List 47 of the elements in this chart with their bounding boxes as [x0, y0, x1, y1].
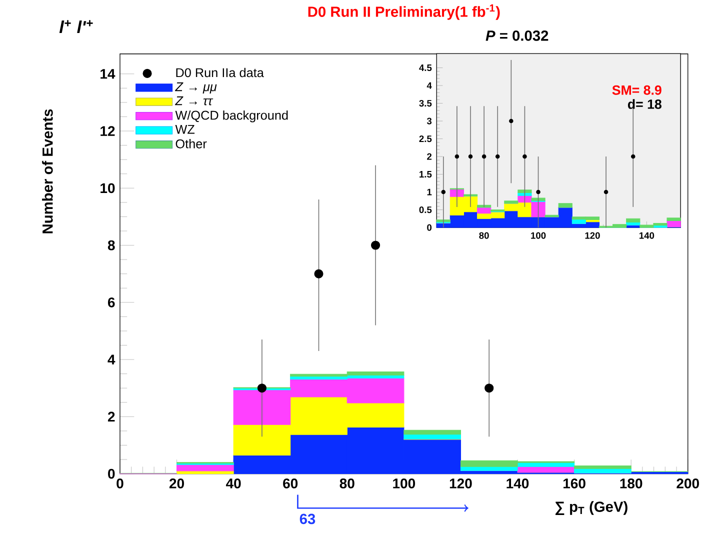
x-tick-label: 160	[564, 478, 586, 489]
x-tick-label: 100	[393, 478, 416, 489]
y-tick-label: 0	[108, 468, 115, 479]
text: 63	[300, 514, 316, 524]
x-tick-label: 0	[116, 478, 124, 489]
legend-label: Other	[176, 139, 207, 148]
y-tick-label: 14	[100, 69, 116, 79]
x-axis-title: ∑ p$_{T}$ (GeV)	[555, 501, 628, 516]
y-tick-label: 1	[427, 188, 432, 196]
annotation: d= 18	[628, 99, 662, 110]
y-tick-label: 12	[100, 126, 115, 136]
x-tick-label: 120	[585, 232, 600, 239]
text: l$^{+}$ l'$^{+}$	[59, 20, 93, 34]
legend-label: W/QCD background	[175, 110, 288, 122]
y-tick-label: 10	[100, 183, 115, 194]
y-tick-label: 3	[426, 118, 432, 124]
y-tick-label: 4.5	[419, 64, 432, 72]
y-tick-label: 2	[108, 412, 115, 422]
y-axis-title: Number of Events	[42, 109, 53, 234]
x-tick-label: 140	[506, 478, 529, 489]
x-tick-label: 20	[169, 478, 184, 489]
y-tick-label: 1.5	[420, 171, 432, 178]
legend-label: D0 Run IIa data	[176, 68, 264, 78]
x-tick-label: 120	[450, 478, 472, 489]
y-tick-label: 4	[426, 82, 432, 89]
legend-label: Z → μμ	[174, 82, 217, 94]
y-tick-label: 2	[427, 153, 432, 160]
y-tick-label: 0.5	[419, 206, 432, 214]
x-tick-label: 180	[620, 478, 642, 489]
legend-label: Z → ττ	[174, 96, 214, 106]
y-tick-label: 4	[108, 354, 116, 364]
x-tick-label: 60	[283, 478, 298, 489]
y-tick-label: 0	[427, 224, 432, 231]
x-tick-label: 200	[676, 478, 699, 489]
chart-title: D0 Run II Preliminary(1 fb$^{-1}$)	[308, 4, 500, 20]
y-tick-label: 2.5	[419, 136, 432, 142]
legend-label: WZ	[175, 125, 195, 134]
x-tick-label: 80	[479, 232, 489, 239]
x-tick-label: 100	[531, 232, 546, 239]
y-tick-label: 6	[108, 298, 115, 308]
x-tick-label: 40	[226, 478, 241, 489]
y-tick-label: 8	[108, 240, 115, 250]
annotation: SM= 8.9	[612, 86, 662, 95]
x-tick-label: 140	[639, 232, 654, 239]
chart-title: P = 0.032	[486, 30, 548, 41]
y-tick-label: 3.5	[419, 100, 432, 107]
x-tick-label: 80	[340, 478, 354, 489]
